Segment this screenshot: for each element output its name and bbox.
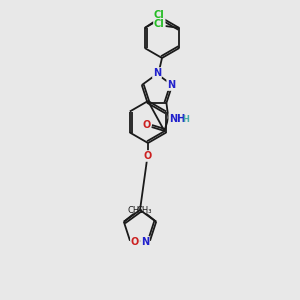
- Text: O: O: [131, 237, 139, 247]
- Text: N: N: [141, 237, 149, 247]
- Text: CH₃: CH₃: [136, 206, 152, 215]
- Text: O: O: [142, 120, 151, 130]
- Text: Cl: Cl: [153, 10, 164, 20]
- Text: O: O: [144, 151, 152, 161]
- Text: H: H: [182, 116, 189, 124]
- Text: N: N: [167, 80, 175, 90]
- Text: CH₃: CH₃: [127, 206, 142, 215]
- Text: N: N: [153, 68, 161, 78]
- Text: NH: NH: [169, 114, 185, 124]
- Text: Cl: Cl: [154, 19, 165, 29]
